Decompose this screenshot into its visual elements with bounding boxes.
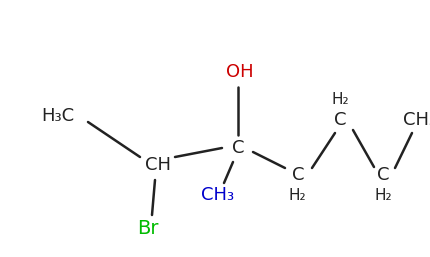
Text: H₃C: H₃C <box>41 107 74 125</box>
Text: C: C <box>377 166 389 184</box>
Text: Br: Br <box>137 218 159 237</box>
Text: C: C <box>334 111 346 129</box>
Text: OH: OH <box>226 63 254 81</box>
Text: CH: CH <box>145 156 171 174</box>
Text: CH₃: CH₃ <box>201 186 234 204</box>
Text: H₂: H₂ <box>288 188 306 204</box>
Text: C: C <box>232 139 244 157</box>
Text: CH₃: CH₃ <box>403 111 430 129</box>
Text: H₂: H₂ <box>374 188 392 204</box>
Text: C: C <box>292 166 304 184</box>
Text: H₂: H₂ <box>331 93 349 107</box>
